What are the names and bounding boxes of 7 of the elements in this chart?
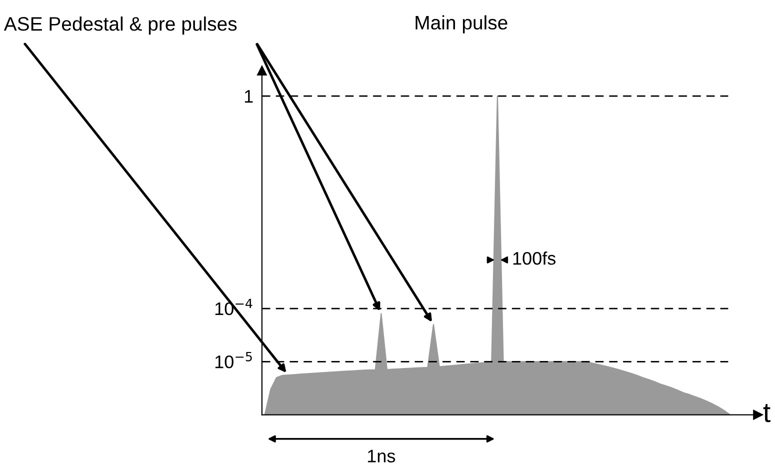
text: ASE Pedestal & pre pulses [4, 16, 237, 35]
x-axis-title: t [763, 404, 770, 422]
y-tick-label: 1 [244, 90, 253, 103]
text: 1ns [368, 450, 396, 462]
annotation: 100fs [513, 252, 556, 265]
y-tick-label: 10$^{−5}$ [215, 352, 252, 368]
text: Main pulse [416, 15, 508, 34]
